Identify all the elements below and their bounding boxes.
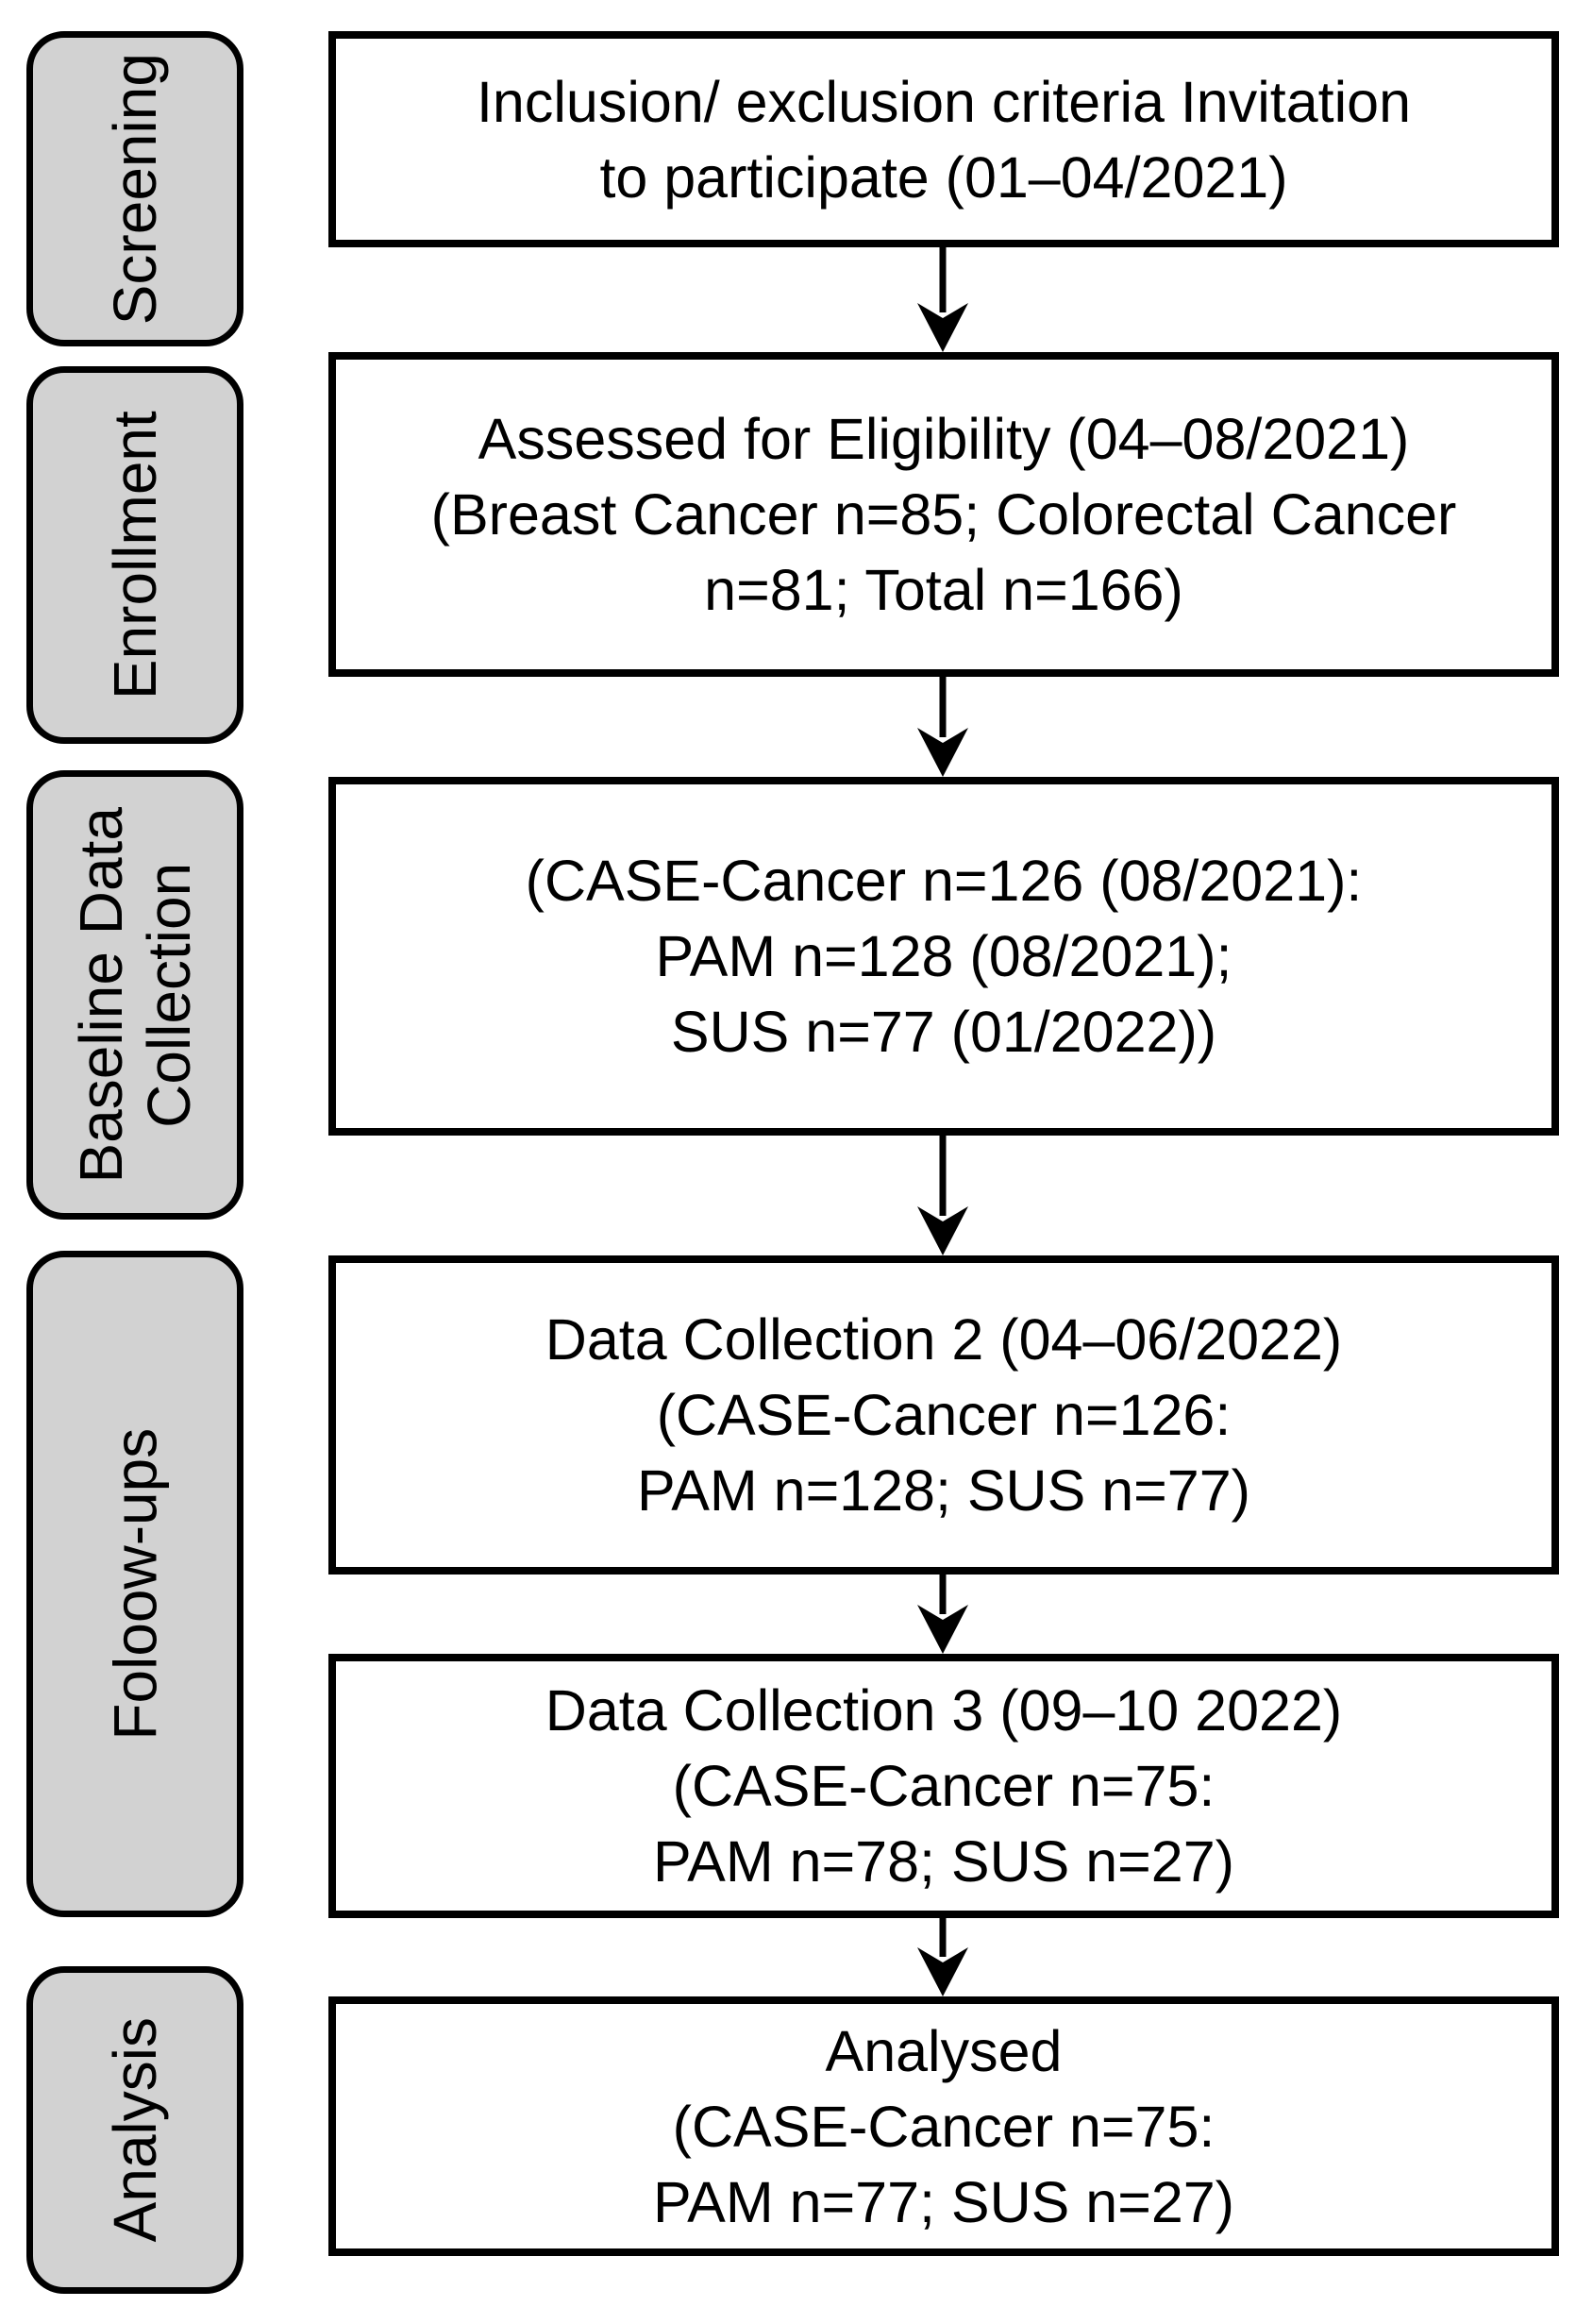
flow-box-data-collection-2: Data Collection 2 (04–06/2022) (CASE-Can… (328, 1255, 1559, 1575)
flow-box-text: Assessed for Eligibility (04–08/2021) (B… (430, 407, 1457, 622)
stage-box-screening: Screening (26, 31, 243, 346)
flow-box-text: Data Collection 3 (09–10 2022) (CASE-Can… (545, 1678, 1343, 1894)
flow-box-text: Analysed (CASE-Cancer n=75: PAM n=77; SU… (653, 2018, 1234, 2234)
flow-arrow-2 (917, 677, 968, 777)
stage-label-baseline-data-collection: Baseline Data Collection (66, 806, 203, 1184)
stage-label-analysis: Analysis (100, 2017, 169, 2243)
stage-box-enrollment: Enrollment (26, 366, 243, 744)
stage-box-baseline-data-collection: Baseline Data Collection (26, 770, 243, 1220)
stage-label-follow-ups: Foloow-ups (100, 1427, 169, 1741)
flow-box-analysed: Analysed (CASE-Cancer n=75: PAM n=77; SU… (328, 1996, 1559, 2256)
flow-box-text: Data Collection 2 (04–06/2022) (CASE-Can… (545, 1307, 1343, 1523)
flow-box-data-collection-3: Data Collection 3 (09–10 2022) (CASE-Can… (328, 1654, 1559, 1918)
stage-box-analysis: Analysis (26, 1966, 243, 2294)
flow-box-assessed-eligibility: Assessed for Eligibility (04–08/2021) (B… (328, 352, 1559, 677)
stage-label-screening: Screening (100, 52, 169, 326)
flow-arrow-4 (917, 1575, 968, 1654)
flow-arrow-3 (917, 1136, 968, 1255)
flow-box-text: Inclusion/ exclusion criteria Invitation… (476, 69, 1412, 210)
flow-arrow-5 (917, 1918, 968, 1996)
stage-box-follow-ups: Foloow-ups (26, 1251, 243, 1917)
stage-label-enrollment: Enrollment (100, 411, 169, 699)
flow-arrow-1 (917, 247, 968, 352)
flow-box-baseline-measures: (CASE-Cancer n=126 (08/2021): PAM n=128 … (328, 777, 1559, 1136)
flow-box-inclusion-criteria: Inclusion/ exclusion criteria Invitation… (328, 31, 1559, 247)
flow-box-text: (CASE-Cancer n=126 (08/2021): PAM n=128 … (525, 849, 1363, 1064)
